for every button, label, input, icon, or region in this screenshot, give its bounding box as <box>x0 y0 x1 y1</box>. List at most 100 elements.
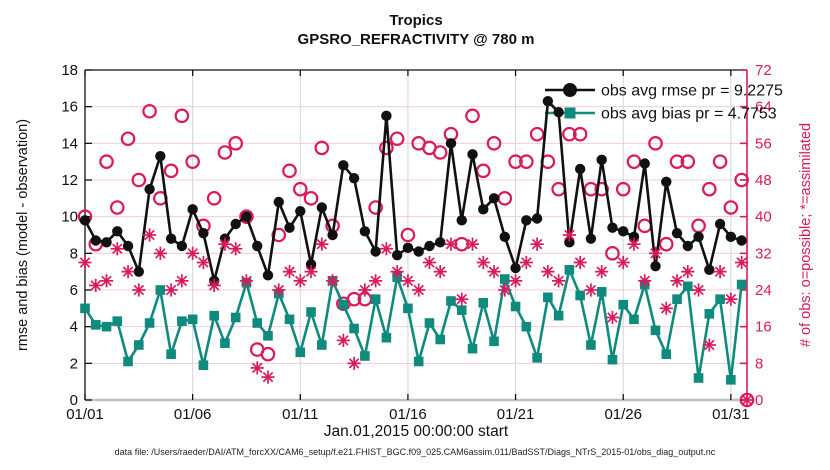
left-tick-label: 12 <box>61 172 78 189</box>
possible-obs-marker <box>702 181 717 197</box>
asterisk-marker <box>638 274 652 288</box>
asterisk-marker <box>336 333 350 348</box>
asterisk-marker <box>89 278 103 293</box>
asterisk-marker <box>562 228 576 242</box>
bias-marker <box>413 356 424 367</box>
asterisk-marker <box>282 265 297 279</box>
rmse-marker <box>639 158 650 169</box>
asterisk-marker <box>121 265 135 279</box>
x-tick-label: 01/21 <box>497 406 535 423</box>
x-tick-label: 01/16 <box>389 406 427 423</box>
possible-obs-marker <box>292 181 308 197</box>
asterisk-marker <box>304 265 318 279</box>
asterisk-marker <box>433 265 447 279</box>
rmse-marker <box>413 246 424 257</box>
rmse-marker <box>122 240 134 252</box>
rmse-marker <box>714 218 726 230</box>
legend-label: obs avg bias pr = 4.7753 <box>601 106 777 123</box>
left-tick-label: 18 <box>61 62 78 79</box>
rmse-marker <box>198 227 209 239</box>
possible-obs-marker <box>691 218 706 234</box>
asterisk-marker <box>595 265 609 279</box>
x-tick-label: 01/06 <box>174 406 212 423</box>
left-tick-label: 6 <box>70 282 78 299</box>
legend-marker-square <box>564 107 576 119</box>
left-tick-label: 8 <box>70 245 78 262</box>
rmse-marker <box>241 211 252 222</box>
bias-marker <box>80 303 90 314</box>
asterisk-marker <box>627 237 641 251</box>
rmse-marker <box>144 183 155 195</box>
right-tick-label: 16 <box>755 319 772 336</box>
possible-obs-marker <box>712 154 728 169</box>
possible-obs-marker <box>497 191 513 206</box>
bias-marker <box>155 285 166 295</box>
possible-obs-marker <box>605 246 620 261</box>
rmse-marker <box>133 266 145 277</box>
bias-marker <box>704 309 715 319</box>
asterisk-marker <box>99 274 114 288</box>
chart-title-region: Tropics <box>389 12 443 29</box>
bias-marker <box>543 292 553 303</box>
bias-marker <box>629 314 639 325</box>
bias-marker <box>435 334 446 345</box>
right-axis-ticks: 0 8 16 24 32 40 48 56 64 72 <box>740 62 772 409</box>
bias-marker <box>596 287 607 297</box>
possible-obs-marker <box>368 200 383 215</box>
asterisk-marker <box>713 265 727 279</box>
rmse-marker <box>628 231 640 243</box>
asterisk-marker <box>401 274 415 288</box>
bias-marker <box>317 340 327 350</box>
asterisk-marker <box>347 356 361 370</box>
legend-label: obs avg rmse pr = 9.2275 <box>601 83 783 100</box>
possible-obs-marker <box>648 136 663 151</box>
bias-marker <box>198 360 209 370</box>
right-tick-label: 8 <box>755 355 763 372</box>
rmse-marker <box>736 235 747 246</box>
bias-marker <box>532 353 542 363</box>
bias-marker <box>478 298 489 308</box>
possible-obs-marker <box>562 126 577 142</box>
right-tick-label: 56 <box>755 135 772 152</box>
rmse-marker <box>478 204 489 215</box>
bias-marker <box>230 312 241 323</box>
asterisk-marker <box>508 274 523 288</box>
legend: obs avg rmse pr = 9.2275 obs avg bias pr … <box>545 83 783 123</box>
rmse-marker <box>112 226 123 237</box>
bias-marker <box>370 294 381 304</box>
bias-marker <box>693 373 704 383</box>
rmse-marker <box>521 215 532 226</box>
rmse-marker <box>370 246 381 257</box>
bias-marker <box>187 314 198 325</box>
possible-obs-marker <box>314 140 330 156</box>
rmse-marker <box>155 150 166 162</box>
x-tick-label: 01/31 <box>712 406 750 423</box>
rmse-marker <box>316 202 328 213</box>
bias-marker <box>618 299 629 310</box>
rmse-marker <box>187 204 198 215</box>
asterisk-marker <box>186 246 200 260</box>
bias-marker <box>177 316 187 326</box>
bias-marker <box>90 320 101 330</box>
asterisk-marker <box>358 283 372 297</box>
bias-marker <box>661 349 672 359</box>
rmse-marker <box>262 270 274 281</box>
possible-obs-marker <box>475 163 491 179</box>
bias-marker <box>446 296 456 306</box>
bias-marker <box>682 281 693 292</box>
bias-marker <box>360 351 370 361</box>
possible-obs-marker <box>303 191 319 206</box>
possible-obs-marker <box>142 103 157 119</box>
bias-marker <box>284 314 295 325</box>
axes-box <box>84 69 748 402</box>
rmse-marker <box>488 193 500 204</box>
possible-obs-marker <box>228 136 243 151</box>
asterisk-marker <box>487 265 501 279</box>
rmse-marker <box>424 240 435 252</box>
right-tick-label: 32 <box>755 245 772 262</box>
right-tick-label: 40 <box>755 209 772 226</box>
rmse-marker <box>90 235 101 246</box>
possible-obs-marker <box>206 191 222 206</box>
right-tick-label: 24 <box>755 282 772 299</box>
right-tick-label: 0 <box>755 392 763 409</box>
